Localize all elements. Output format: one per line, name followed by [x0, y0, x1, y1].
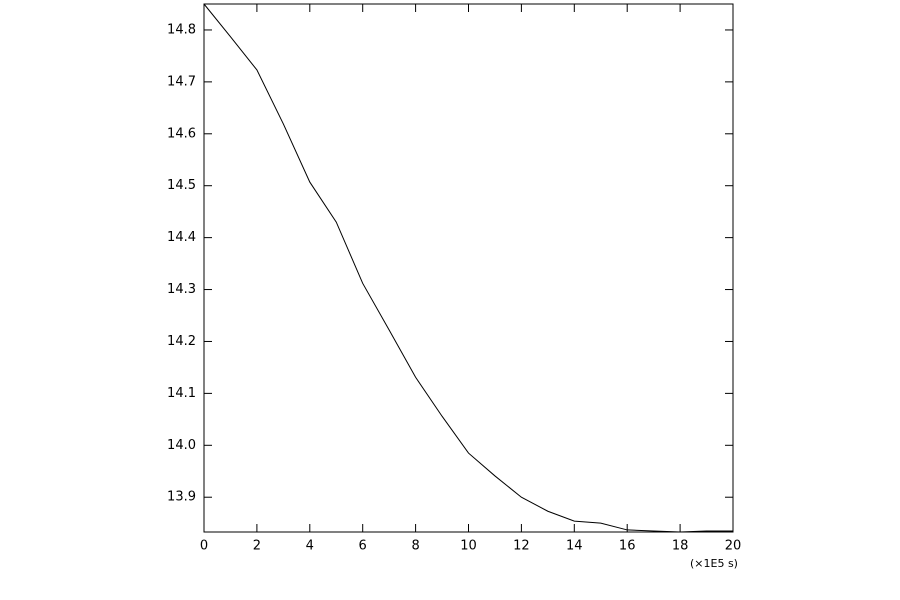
x-tick-label: 20 [725, 539, 742, 554]
x-tick-label: 0 [200, 539, 208, 554]
y-tick-label: 14.1 [167, 386, 196, 401]
line [203, 3, 733, 533]
y-tick-label: 14.3 [167, 282, 196, 297]
x-tick-label: 10 [460, 539, 477, 554]
x-tick-label: 12 [513, 539, 530, 554]
y-tick-label: 14.0 [167, 438, 196, 453]
x-tick-label: 8 [411, 539, 419, 554]
y-tick-label: 14.4 [167, 230, 196, 245]
x-tick-label: 18 [672, 539, 689, 554]
y-tick-label: 14.7 [167, 74, 196, 89]
x-tick-label: 14 [566, 539, 583, 554]
y-tick-label: 14.8 [167, 22, 196, 37]
x-tick-label: 2 [253, 539, 261, 554]
x-tick-label: 4 [306, 539, 314, 554]
x-axis-label: (×1E5 s) [690, 557, 738, 570]
y-tick-label: 14.6 [167, 126, 196, 141]
y-tick-label: 14.2 [167, 334, 196, 349]
y-tick-label: 14.5 [167, 178, 196, 193]
x-tick-label: 6 [359, 539, 367, 554]
x-tick-label: 16 [619, 539, 636, 554]
y-tick-label: 13.9 [167, 490, 196, 505]
